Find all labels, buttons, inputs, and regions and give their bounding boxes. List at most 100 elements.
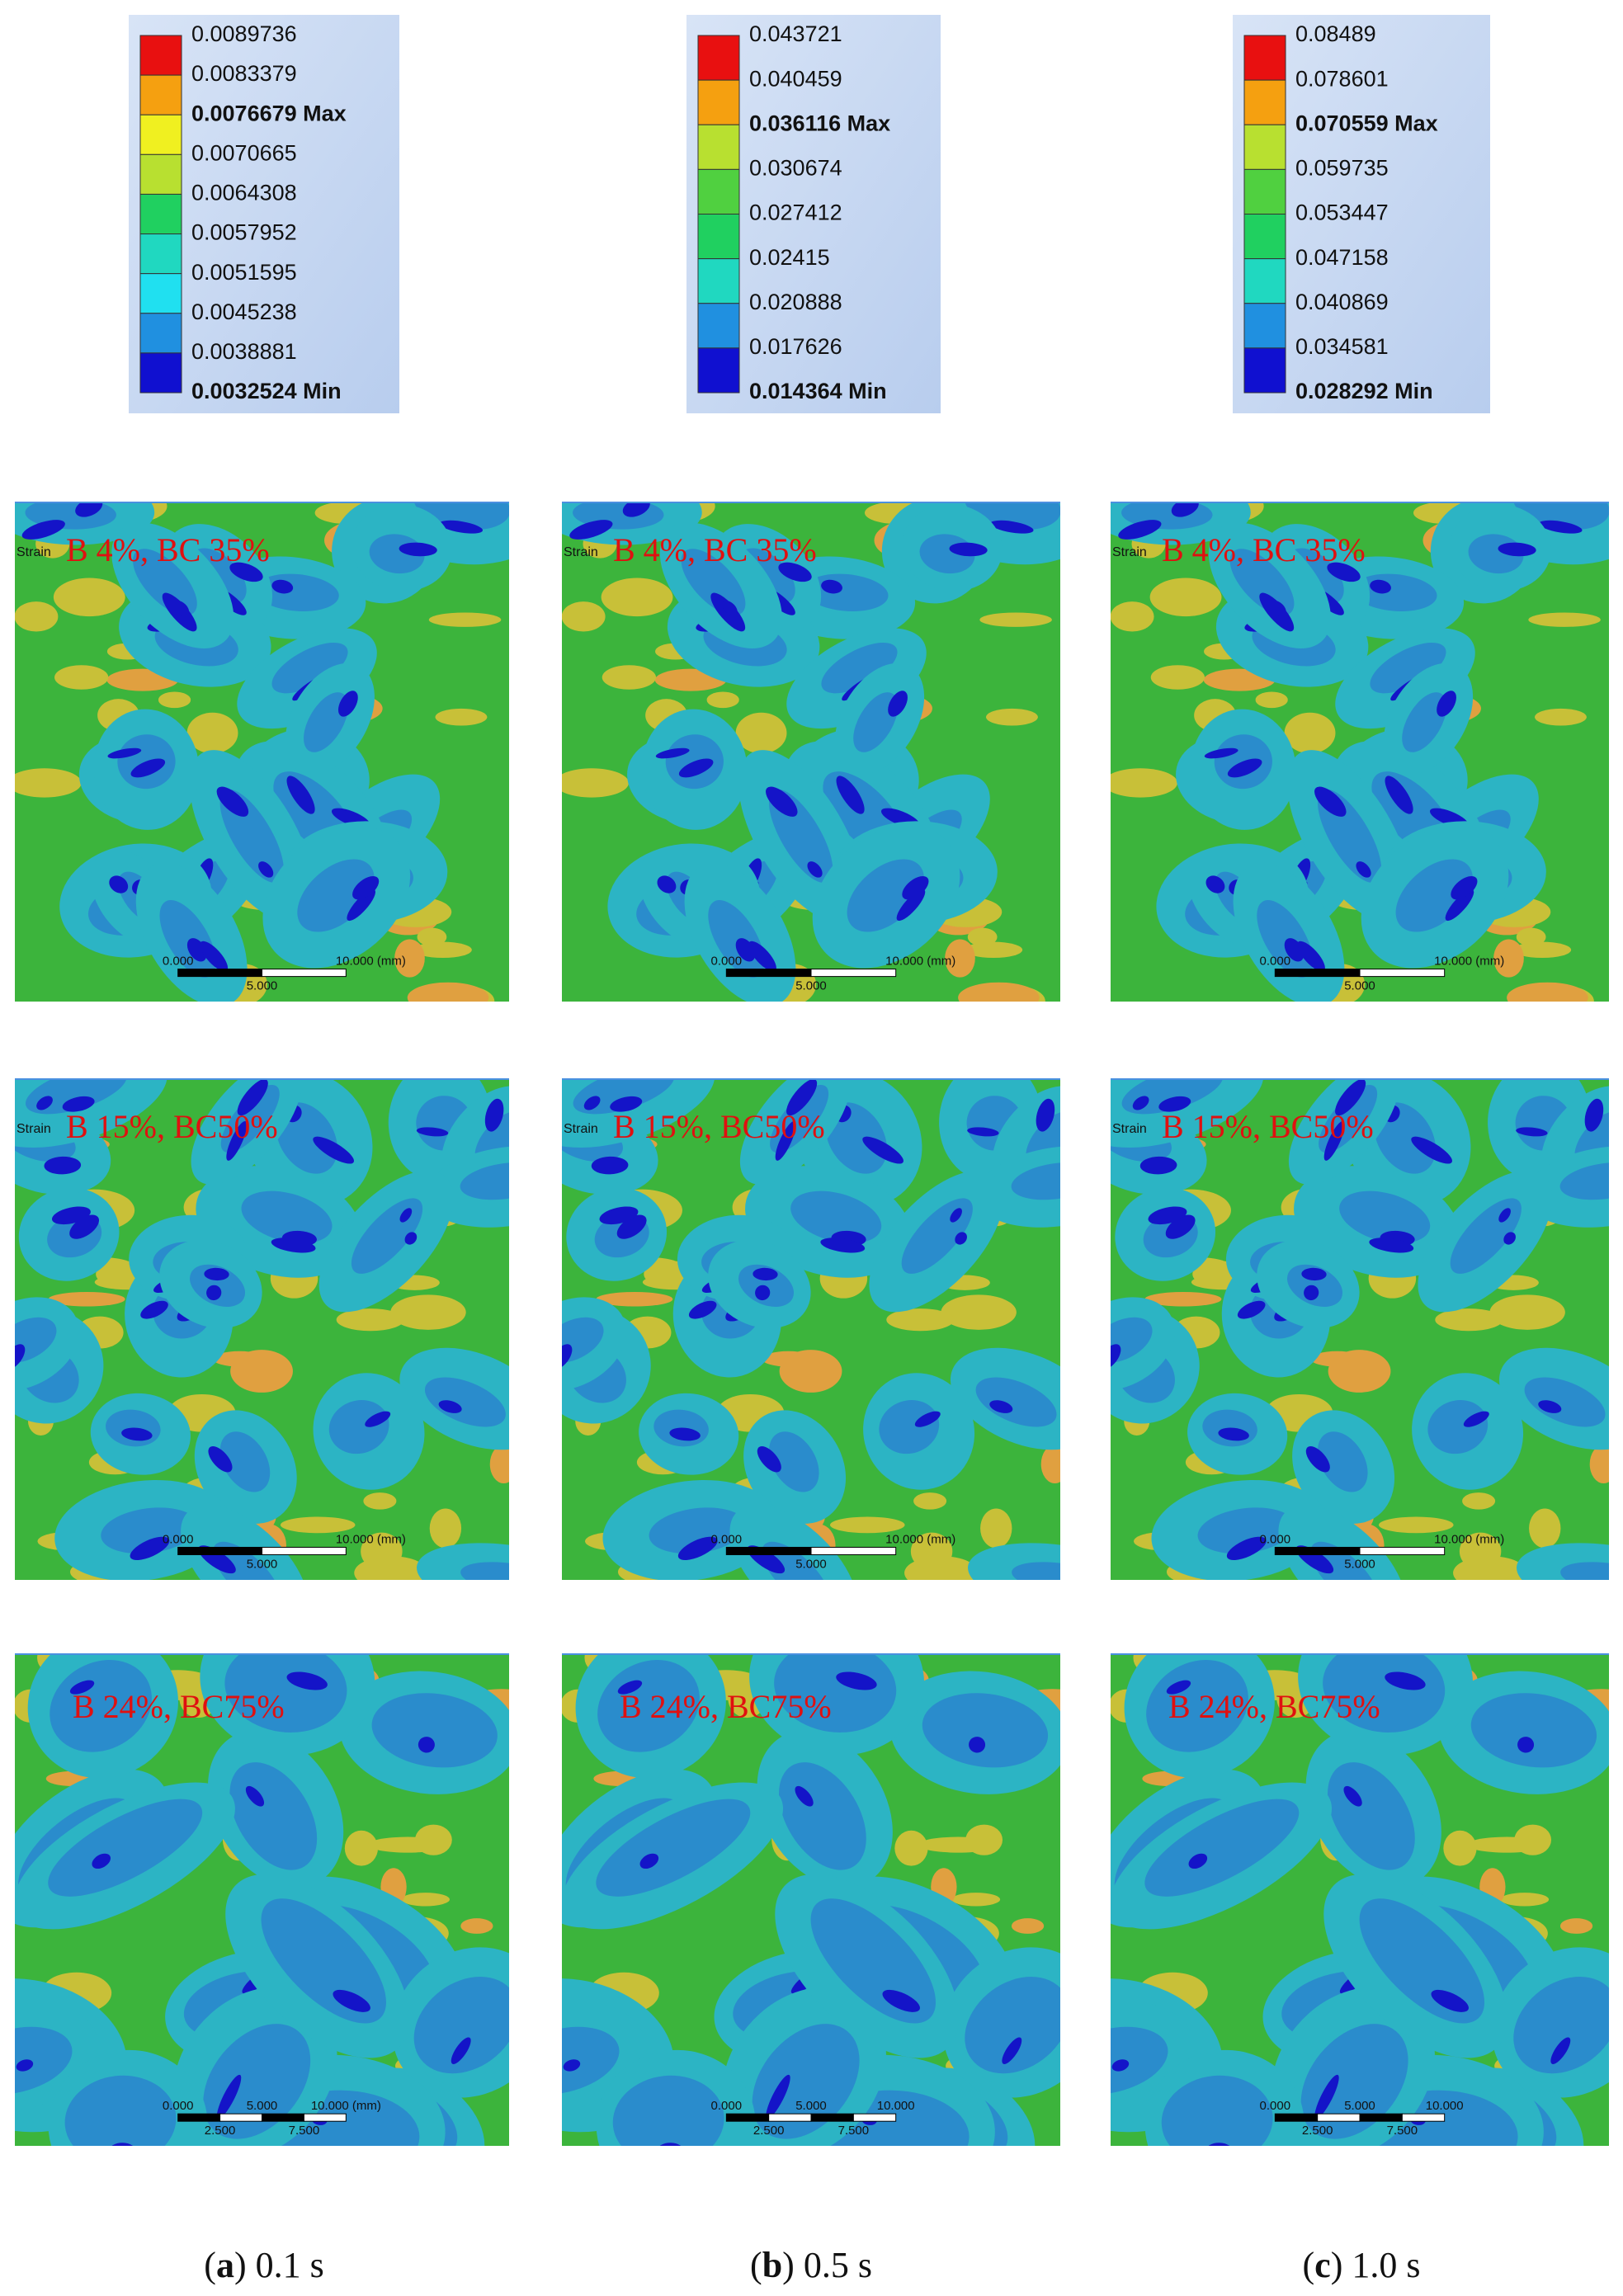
legend-label: 0.070559 Max	[1295, 111, 1438, 135]
scale-label: 0.000	[163, 955, 194, 969]
grain-peak	[1538, 1400, 1562, 1413]
grain-peak	[1158, 1096, 1191, 1112]
grain-peak	[173, 601, 190, 616]
legend-label: 0.02415	[749, 245, 830, 270]
legend-swatch	[139, 193, 182, 235]
strain-label: Strain	[564, 1122, 598, 1136]
yellow-zone	[941, 1294, 1017, 1330]
legend-swatch	[139, 35, 182, 76]
caption: (c) 1.0 s	[1303, 2245, 1421, 2285]
grain-peak	[1503, 1232, 1516, 1245]
scale-label: 5.000	[795, 2099, 827, 2113]
grain-peak	[439, 520, 484, 534]
panel-label: B 24%, BC75%	[1168, 1688, 1380, 1725]
legend-label: 0.036116 Max	[749, 111, 890, 135]
legend-swatch	[697, 124, 740, 170]
grain-peak	[902, 875, 929, 900]
legend-swatch	[697, 303, 740, 349]
grain-peak	[1304, 1285, 1319, 1301]
grain-peak	[1343, 1785, 1362, 1807]
grain-peak	[1204, 747, 1238, 759]
grain-core	[213, 1541, 281, 1580]
grain-peak	[820, 1238, 866, 1253]
scale-label: 2.500	[753, 2124, 785, 2138]
panel-label: B 4%, BC 35%	[1162, 531, 1366, 568]
legend-label: 0.0089736	[191, 21, 297, 46]
grain-core	[1146, 1660, 1248, 1752]
strain-label: Strain	[1112, 1122, 1147, 1136]
scale-label: 0.000	[711, 1532, 743, 1546]
grain-core	[1144, 1799, 1300, 1897]
grain-peak	[69, 1680, 95, 1695]
yellow-zone	[1462, 1492, 1496, 1510]
scale-bar-segment	[303, 2113, 347, 2122]
legend-swatch	[697, 214, 740, 260]
grain-peak	[990, 520, 1034, 534]
grain-peak	[969, 1737, 986, 1753]
legend-label: 0.040869	[1295, 290, 1389, 314]
scale-label: 0.000	[711, 955, 743, 969]
grain-peak	[882, 1989, 920, 2012]
grain-peak	[438, 1400, 462, 1413]
yellow-zone	[1489, 1294, 1565, 1330]
legend: 0.08489 0.078601 0.070559 Max 0.059735 0.053…	[1233, 15, 1490, 413]
contour-panel	[1111, 1653, 1609, 2146]
grain-peak	[657, 875, 677, 893]
yellow-zone	[417, 927, 447, 946]
yellow-zone	[361, 1532, 403, 1571]
grain-core	[1012, 1562, 1060, 1580]
yellow-zone	[435, 708, 488, 726]
grain-peak	[1370, 579, 1391, 594]
grain-peak	[1305, 1446, 1330, 1473]
legend-swatch	[139, 153, 182, 195]
grain-peak	[766, 2074, 790, 2119]
grain-core	[1111, 1317, 1153, 1363]
grain-core	[853, 692, 899, 752]
grain-core	[1402, 692, 1447, 752]
grain-peak	[44, 1156, 82, 1175]
grain-peak	[140, 1300, 168, 1319]
yellow-zone	[1111, 768, 1177, 798]
yellow-zone	[979, 612, 1052, 627]
legend-swatch	[697, 258, 740, 304]
legend-swatch	[1243, 347, 1286, 394]
grain-core	[304, 692, 349, 752]
grain-peak	[226, 1120, 248, 1161]
grain-core	[133, 549, 197, 616]
scale-label: 5.000	[247, 2099, 278, 2113]
yellow-zone	[336, 1308, 404, 1332]
legend-label: 0.0064308	[191, 181, 297, 205]
grain-peak	[688, 1300, 717, 1319]
caption-part: ) 0.1 s	[234, 2245, 324, 2285]
panel-label: B 24%, BC75%	[73, 1688, 285, 1725]
legend-label: 0.034581	[1295, 334, 1389, 359]
yellow-zone	[562, 768, 629, 798]
grain-peak	[914, 1411, 941, 1427]
grain-core	[1427, 1400, 1489, 1454]
grain-core	[1512, 502, 1609, 530]
yellow-zone	[1040, 1445, 1060, 1484]
contour-panel	[15, 502, 509, 1002]
grain-peak	[949, 542, 988, 557]
grain-peak	[484, 1098, 504, 1132]
yellow-zone	[602, 665, 657, 690]
scale-label: 7.500	[289, 2124, 320, 2138]
grain-peak	[206, 1285, 222, 1301]
yellow-zone	[401, 1893, 450, 1907]
grain-peak	[1314, 2074, 1339, 2119]
legend-swatch	[697, 347, 740, 394]
yellow-zone	[1493, 939, 1524, 978]
grain-peak	[655, 747, 690, 759]
grain-peak	[1539, 520, 1583, 534]
grain-core	[649, 1507, 746, 1554]
scale-label: 0.000	[163, 1532, 194, 1546]
legend-swatch	[1243, 124, 1286, 170]
grain-core	[413, 1977, 509, 2074]
legend-label: 0.043721	[749, 21, 842, 46]
legend-label: 0.08489	[1295, 21, 1376, 46]
grain-core	[460, 1562, 509, 1580]
yellow-zone	[964, 941, 1023, 959]
grain-core	[1524, 1377, 1606, 1427]
grain-peak	[130, 1536, 170, 1561]
strain-label: Strain	[17, 1122, 51, 1136]
